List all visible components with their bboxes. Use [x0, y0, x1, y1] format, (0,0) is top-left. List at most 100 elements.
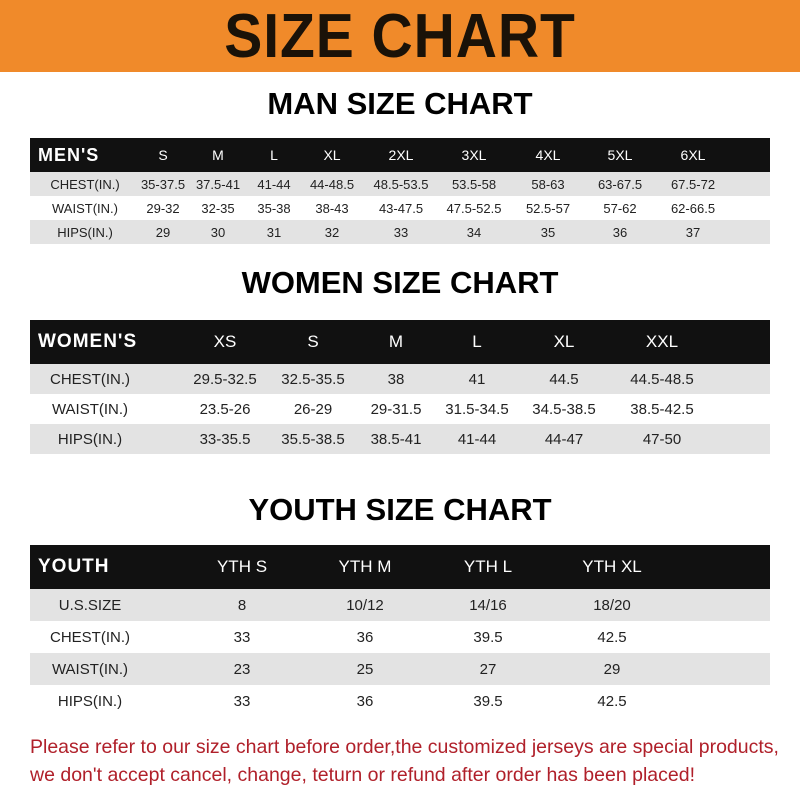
table-cell: 8	[237, 596, 247, 614]
measure-label: WAIST(IN.)	[51, 400, 129, 418]
table-cell: 34.5-38.5	[532, 400, 596, 418]
table-cell: 39.5	[473, 692, 503, 710]
table-cell: 23	[233, 660, 251, 678]
size-header: 3XL	[461, 147, 487, 163]
table-cell: 33	[233, 628, 251, 646]
table-cell: 44-48.5	[309, 176, 355, 192]
table-cell: 36	[356, 628, 374, 646]
size-header: XL	[553, 332, 575, 351]
size-header: 6XL	[680, 147, 706, 163]
table-cell: 38-43	[315, 200, 349, 216]
size-header: 4XL	[535, 147, 561, 163]
table-cell: 42.5	[597, 628, 627, 646]
table-cell: 35-37.5	[140, 176, 186, 192]
men-section-title: MAN SIZE CHART	[267, 86, 533, 121]
size-header: XS	[213, 332, 237, 351]
size-header: YTH XL	[582, 557, 642, 576]
table-cell: 14/16	[469, 596, 507, 614]
table-cell: 33	[393, 224, 409, 240]
women-section-title: WOMEN SIZE CHART	[241, 265, 559, 300]
table-cell: 33-35.5	[199, 430, 251, 448]
table-row: CHEST(IN.) 35-37.5 37.5-41 41-44 44-48.5 48.5…	[30, 172, 770, 196]
table-row: WAIST(IN.) 29-32 32-35 35-38 38-43 43-47.5 47.…	[30, 196, 770, 220]
banner-title: SIZE CHART	[224, 1, 576, 71]
table-row: CHEST(IN.) 33 36 39.5 42.5	[30, 621, 770, 653]
table-cell: 43-47.5	[378, 200, 424, 216]
table-header-row: WOMEN'S XS S M L XL XXL	[30, 320, 770, 364]
table-cell: 41	[468, 370, 486, 388]
size-header: YTH S	[216, 557, 268, 576]
table-cell: 32.5-35.5	[281, 370, 345, 388]
table-cell: 58-63	[531, 176, 565, 192]
table-cell: 44.5	[549, 370, 579, 388]
table-cell: 52.5-57	[525, 200, 571, 216]
table-cell: 44-47	[544, 430, 584, 448]
table-row: HIPS(IN.) 29 30 31 32 33 34 35 36 37	[30, 220, 770, 244]
table-label: WOMEN'S	[38, 331, 138, 352]
table-cell: 26-29	[293, 400, 333, 418]
table-cell: 63-67.5	[597, 176, 643, 192]
table-cell: 48.5-53.5	[373, 176, 429, 192]
table-cell: 32-35	[201, 200, 235, 216]
table-cell: 47.5-52.5	[446, 200, 502, 216]
table-cell: 18/20	[593, 596, 631, 614]
table-row: WAIST(IN.) 23.5-26 26-29 29-31.5 31.5-34.5 34…	[30, 394, 770, 424]
table-cell: 37	[685, 224, 701, 240]
table-cell: 36	[612, 224, 628, 240]
measure-label: WAIST(IN.)	[52, 200, 118, 216]
size-header: YTH L	[463, 557, 513, 576]
table-cell: 62-66.5	[670, 200, 716, 216]
table-header-row: MEN'S S M L XL 2XL 3XL 4XL 5XL 6XL	[30, 138, 770, 172]
table-cell: 29-31.5	[370, 400, 422, 418]
table-cell: 29-32	[146, 200, 180, 216]
table-cell: 32	[324, 224, 340, 240]
table-cell: 10/12	[346, 596, 384, 614]
size-header: YTH M	[338, 557, 392, 576]
table-cell: 41-44	[457, 430, 497, 448]
size-header: 5XL	[607, 147, 633, 163]
notice-line-1: Please refer to our size chart before or…	[30, 736, 779, 758]
table-row: CHEST(IN.) 29.5-32.5 32.5-35.5 38 41 44.5 44.5…	[30, 364, 770, 394]
table-cell: 38.5-41	[370, 430, 422, 448]
table-cell: 23.5-26	[199, 400, 251, 418]
order-notice: Please refer to our size chart before or…	[30, 733, 780, 789]
table-cell: 41-44	[257, 176, 291, 192]
table-label: MEN'S	[38, 144, 100, 165]
table-header-row: YOUTH YTH S YTH M YTH L YTH XL	[30, 545, 770, 589]
measure-label: HIPS(IN.)	[57, 224, 113, 240]
table-cell: 44.5-48.5	[630, 370, 694, 388]
table-cell: 39.5	[473, 628, 503, 646]
table-cell: 57-62	[603, 200, 637, 216]
size-header: 2XL	[388, 147, 414, 163]
table-cell: 29	[603, 660, 621, 678]
table-cell: 25	[356, 660, 374, 678]
table-cell: 34	[466, 224, 482, 240]
table-cell: 42.5	[597, 692, 627, 710]
table-cell: 31	[266, 224, 282, 240]
youth-size-table: YOUTH YTH S YTH M YTH L YTH XL U.S.SIZE 8 10/12…	[30, 545, 770, 717]
measure-label: CHEST(IN.)	[50, 370, 130, 388]
table-cell: 67.5-72	[670, 176, 716, 192]
size-header: M	[212, 147, 224, 163]
table-cell: 35.5-38.5	[281, 430, 345, 448]
table-cell: 35	[540, 224, 556, 240]
size-header: S	[158, 147, 168, 163]
measure-label: CHEST(IN.)	[50, 176, 120, 192]
table-cell: 37.5-41	[195, 176, 241, 192]
table-cell: 38	[387, 370, 405, 388]
table-cell: 38.5-42.5	[630, 400, 694, 418]
table-cell: 36	[356, 692, 374, 710]
table-row: WAIST(IN.) 23 25 27 29	[30, 653, 770, 685]
table-cell: 29	[155, 224, 171, 240]
size-chart-banner: SIZE CHART	[0, 0, 800, 72]
size-header: L	[472, 332, 482, 351]
size-header: XL	[323, 147, 341, 163]
table-label: YOUTH	[38, 556, 110, 577]
table-cell: 33	[233, 692, 251, 710]
men-size-table: MEN'S S M L XL 2XL 3XL 4XL 5XL 6XL CHEST(IN.) 35-37…	[30, 138, 770, 244]
measure-label: U.S.SIZE	[58, 596, 122, 614]
table-cell: 47-50	[642, 430, 682, 448]
measure-label: CHEST(IN.)	[50, 628, 130, 646]
table-cell: 31.5-34.5	[445, 400, 509, 418]
size-header: L	[270, 147, 278, 163]
